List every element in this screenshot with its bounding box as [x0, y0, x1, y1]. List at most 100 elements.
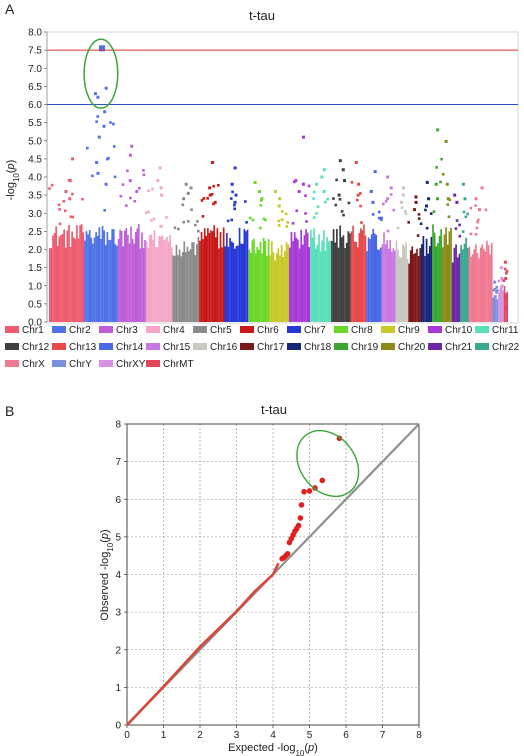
snp-top-point [357, 182, 361, 186]
legend-label: Chr5 [210, 325, 232, 336]
qq-y-label: Observed -log10(p) [99, 529, 115, 620]
snp-top-point [273, 190, 277, 193]
legend-label: Chr7 [304, 325, 326, 336]
snp-point [505, 269, 509, 273]
legend-item-chr1: Chr1 [5, 325, 44, 336]
legend-label: Chr2 [69, 325, 91, 336]
snp-top-point [68, 197, 72, 201]
snp-top-point [322, 190, 326, 193]
chromosome-chr19 [432, 128, 443, 322]
legend-swatch [52, 360, 66, 367]
legend-swatch [287, 326, 301, 333]
legend-item-chr6: Chr6 [240, 325, 279, 336]
manhattan-y-tick-label: 3.0 [28, 209, 42, 220]
snp-top-point [234, 193, 238, 197]
snp-point [377, 210, 381, 214]
snp-point [48, 187, 51, 190]
snp-top-point [414, 195, 418, 199]
snp-point [396, 226, 400, 230]
snp-point [312, 197, 315, 200]
snp-top-point [504, 277, 508, 280]
snp-top-point [102, 124, 106, 128]
manhattan-y-label: -log10(p) [5, 160, 21, 201]
snp-top-point [493, 287, 497, 291]
snp-point [280, 218, 284, 221]
snp-top-point [104, 182, 108, 186]
snp-point [251, 218, 255, 222]
snp-point [259, 203, 263, 207]
snp-point [312, 216, 316, 219]
snp-point [133, 199, 136, 203]
legend-swatch [193, 343, 207, 350]
chromosome-chr18 [419, 180, 433, 322]
manhattan-y-tick-label: 1.0 [28, 281, 42, 292]
legend-item-chr19: Chr19 [334, 342, 379, 353]
snp-point [404, 212, 408, 216]
snp-top-point [186, 191, 190, 195]
snp-point [292, 180, 296, 184]
snp-point [182, 220, 186, 224]
qq-x-tick-label: 0 [124, 730, 130, 741]
chromosome-chr1 [48, 157, 85, 322]
snp-top-point [302, 135, 306, 139]
snp-point [233, 207, 237, 211]
snp-point [109, 121, 112, 124]
panel-letter-a: A [5, 1, 15, 17]
snp-top-point [425, 180, 429, 184]
qq-x-tick-label: 3 [234, 730, 240, 741]
manhattan-y-tick-label: 0.0 [28, 318, 42, 329]
snp-point [316, 205, 320, 209]
chromosome-chr20 [441, 139, 452, 322]
snp-top-point [258, 190, 262, 193]
snp-top-point [130, 144, 134, 148]
snp-point [165, 216, 168, 219]
snp-point [147, 189, 150, 192]
snp-top-point [277, 204, 281, 208]
snp-top-point [444, 139, 448, 143]
legend-swatch [146, 326, 160, 333]
snp-point [462, 210, 466, 214]
snp-point [307, 184, 311, 188]
manhattan-plot-panel: A t-tau 0.0 0.5 1.0 1.5 2.0 2.5 3.0 3.5 4.0 4.5 5.… [5, 1, 520, 370]
snp-point [264, 218, 267, 222]
snp-top-point [182, 197, 186, 201]
snp-point [200, 199, 204, 202]
qq-x-label: Expected -log10(p) [228, 742, 318, 756]
legend-item-chr11: Chr11 [475, 325, 519, 336]
legend-swatch [52, 326, 66, 333]
snp-point [280, 210, 284, 213]
snp-top-point [320, 175, 324, 179]
legend-swatch [146, 343, 160, 350]
snp-point [150, 219, 153, 222]
legend-swatch [99, 360, 113, 367]
snp-point [340, 210, 344, 213]
snp-top-point [213, 200, 217, 204]
snp-point [285, 225, 288, 228]
snp-point [466, 212, 469, 216]
legend-label: Chr10 [445, 325, 473, 336]
snp-point [474, 232, 478, 236]
chromosome-chr7 [224, 166, 249, 322]
snp-point [446, 203, 450, 206]
legend-swatch [5, 360, 19, 367]
snp-top-point [499, 266, 503, 270]
legend-item-chr12: Chr12 [5, 342, 50, 353]
legend-swatch [287, 343, 301, 350]
manhattan-y-tick-label: 5.5 [28, 118, 42, 129]
snp-top-point [135, 190, 139, 193]
legend-label: Chr15 [163, 342, 191, 353]
chromosome-chr3 [117, 144, 146, 322]
legend-swatch [428, 326, 442, 333]
snp-point [305, 220, 308, 223]
snp-point [432, 210, 436, 213]
snp-top-point [343, 179, 347, 183]
legend-item-chr17: Chr17 [240, 342, 285, 353]
snp-point [359, 192, 362, 195]
snp-top-point [373, 170, 377, 174]
legend-swatch [475, 343, 489, 350]
legend-swatch [240, 343, 254, 350]
snp-point [350, 181, 354, 184]
qq-title: t-tau [261, 402, 287, 417]
snp-point [233, 203, 236, 207]
chromosome-chr6 [199, 161, 225, 322]
